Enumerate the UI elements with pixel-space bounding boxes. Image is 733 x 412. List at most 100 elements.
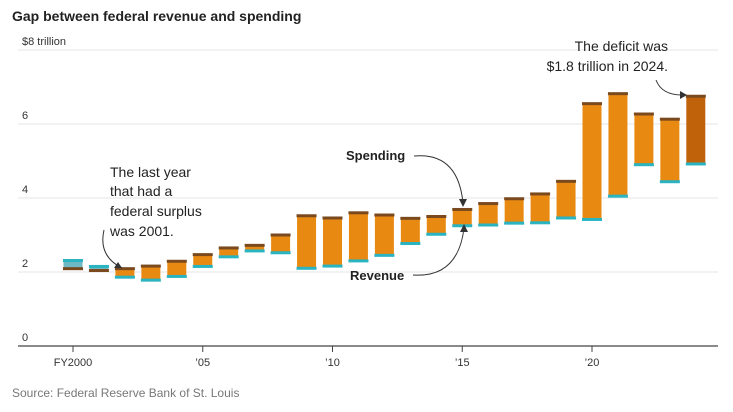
spending-arrowhead (459, 199, 467, 207)
spending-cap-2020 (582, 102, 602, 106)
bar-group-2001 (88, 264, 109, 273)
gap-bar-2008 (271, 235, 291, 253)
revenue-cap-2002 (114, 275, 135, 279)
spending-cap-2018 (530, 192, 551, 196)
y-tick-label-4: 4 (22, 184, 28, 196)
revenue-cap-2009 (296, 266, 317, 270)
bar-group-2002 (114, 267, 135, 279)
revenue-cap-2021 (607, 194, 628, 198)
bar-group-2012 (374, 213, 395, 257)
spending-cap-2000 (63, 267, 83, 271)
gap-bar-2023 (660, 119, 680, 182)
spending-cap-2001 (88, 269, 109, 273)
bar-group-2009 (296, 214, 317, 270)
bar-group-2020 (582, 102, 602, 221)
y-axis-ticks: 0 2 4 6 $8 trillion (22, 36, 66, 344)
gap-bar-2016 (478, 203, 498, 226)
surplus-arrowhead (114, 262, 122, 268)
revenue-cap-2001 (88, 264, 109, 268)
gap-bar-2014 (426, 216, 446, 235)
chart-title: Gap between federal revenue and spending (12, 8, 302, 24)
bar-group-2016 (478, 202, 499, 227)
bar-group-2005 (192, 253, 213, 268)
surplus-annotation-line-3: federal surplus (110, 203, 202, 219)
bar-group-2004 (166, 259, 187, 278)
revenue-cap-2014 (426, 232, 447, 236)
spending-cap-2022 (633, 112, 654, 116)
gap-bar-2003 (141, 266, 161, 281)
spending-cap-2024 (685, 94, 706, 98)
bar-group-2008 (270, 233, 291, 255)
gap-bar-2011 (348, 212, 368, 261)
bar-group-2007 (244, 243, 265, 253)
bar-group-2011 (348, 211, 369, 263)
bar-group-2018 (530, 192, 551, 225)
spending-cap-2004 (166, 259, 187, 263)
source-note: Source: Federal Reserve Bank of St. Loui… (12, 386, 240, 400)
gap-bar-2009 (297, 215, 317, 269)
revenue-cap-2013 (400, 242, 421, 246)
spending-cap-2005 (192, 253, 213, 257)
spending-cap-2015 (452, 207, 473, 211)
gap-bar-2021 (608, 93, 628, 197)
spending-cap-2009 (296, 214, 317, 218)
spending-cap-2021 (607, 92, 628, 96)
revenue-cap-2011 (348, 259, 369, 263)
surplus-annotation-line-4: was 2001. (109, 223, 174, 239)
spending-cap-2012 (374, 213, 395, 217)
spending-cap-2002 (114, 267, 135, 271)
gap-bar-2004 (167, 261, 187, 277)
surplus-annotation-line-1: The last year (110, 164, 191, 180)
deficit-arrowhead (680, 91, 687, 99)
bar-group-2000 (63, 259, 83, 271)
gap-bar-2018 (530, 193, 550, 223)
gap-bar-2000 (63, 260, 83, 269)
revenue-cap-2023 (659, 180, 680, 184)
surplus-annotation: The last year that had a federal surplus… (102, 164, 202, 269)
spending-cap-2019 (556, 179, 577, 183)
bar-group-2024 (685, 94, 706, 166)
spending-label: Spending (346, 148, 405, 163)
bar-group-2022 (633, 112, 654, 167)
x-tick-label-2015: ’15 (455, 357, 470, 369)
revenue-cap-2007 (244, 249, 265, 253)
y-tick-label-0: 0 (22, 332, 28, 344)
revenue-cap-2022 (633, 163, 654, 167)
revenue-label-annotation: Revenue (350, 224, 468, 283)
gap-bar-2020 (582, 103, 602, 220)
gap-bar-2001 (89, 266, 109, 271)
spending-label-annotation: Spending (346, 148, 467, 207)
spending-cap-2023 (659, 117, 680, 121)
bar-group-2023 (659, 117, 680, 184)
revenue-cap-2019 (556, 216, 577, 220)
revenue-arrowhead (460, 224, 468, 232)
gap-bar-2024 (686, 96, 706, 164)
gap-bar-2006 (219, 247, 239, 257)
spending-cap-2003 (140, 264, 161, 268)
spending-cap-2017 (504, 197, 525, 201)
revenue-cap-2000 (63, 259, 83, 263)
gap-bar-2022 (634, 114, 654, 165)
revenue-cap-2024 (685, 162, 706, 166)
revenue-cap-2017 (504, 221, 525, 225)
spending-cap-2013 (400, 216, 421, 220)
bars (63, 92, 706, 282)
revenue-cap-2010 (322, 264, 343, 268)
bar-group-2017 (504, 197, 525, 225)
revenue-cap-2008 (270, 251, 291, 255)
spending-cap-2016 (478, 202, 499, 206)
revenue-cap-2004 (166, 274, 187, 278)
bar-group-2015 (452, 207, 473, 228)
revenue-cap-2006 (218, 255, 239, 259)
revenue-cap-2005 (192, 264, 213, 268)
surplus-annotation-line-2: that had a (110, 183, 172, 199)
gap-bar-2017 (504, 198, 524, 224)
x-tick-label-2005: ’05 (195, 357, 210, 369)
y-tick-label-6: 6 (22, 110, 28, 122)
x-tick-label-2000: FY2000 (54, 357, 93, 369)
bar-group-2014 (426, 215, 447, 236)
bar-group-2021 (607, 92, 628, 198)
gap-bar-2005 (193, 254, 213, 267)
bar-group-2019 (556, 179, 577, 220)
